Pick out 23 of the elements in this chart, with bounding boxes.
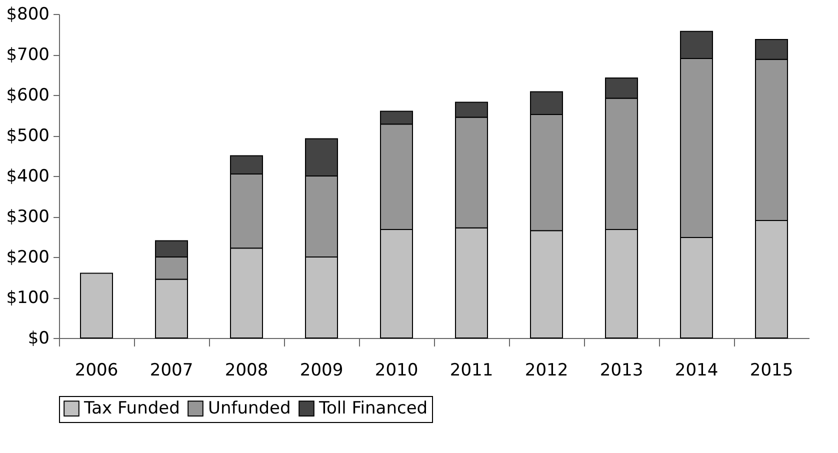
y-tick-label: $300: [6, 207, 50, 227]
x-tick-label: 2013: [600, 360, 644, 380]
x-tick-label: 2011: [450, 360, 494, 380]
bar: [80, 272, 113, 338]
y-tick-label: $500: [6, 126, 50, 146]
y-tick-label: $400: [6, 166, 50, 186]
y-tick-label: $600: [6, 86, 50, 106]
x-tick-label: 2014: [674, 360, 718, 380]
x-tick-label: 2010: [374, 360, 418, 380]
y-tick-label: $200: [6, 248, 50, 268]
y-tick-label: $0: [28, 328, 50, 348]
legend-label: Unfunded: [208, 398, 291, 419]
x-tick-label: 2009: [300, 360, 344, 380]
y-tick-label: $700: [6, 45, 50, 65]
x-tick-label: 2006: [74, 360, 118, 380]
legend-label: Toll Financed: [318, 398, 428, 419]
x-tick-label: 2008: [224, 360, 268, 380]
legend-label: Tax Funded: [83, 398, 180, 419]
y-tick-label: $800: [6, 4, 50, 24]
x-tick-label: 2007: [150, 360, 194, 380]
y-tick-label: $100: [6, 288, 50, 308]
x-tick-label: 2015: [750, 360, 794, 380]
x-tick-label: 2012: [524, 360, 568, 380]
